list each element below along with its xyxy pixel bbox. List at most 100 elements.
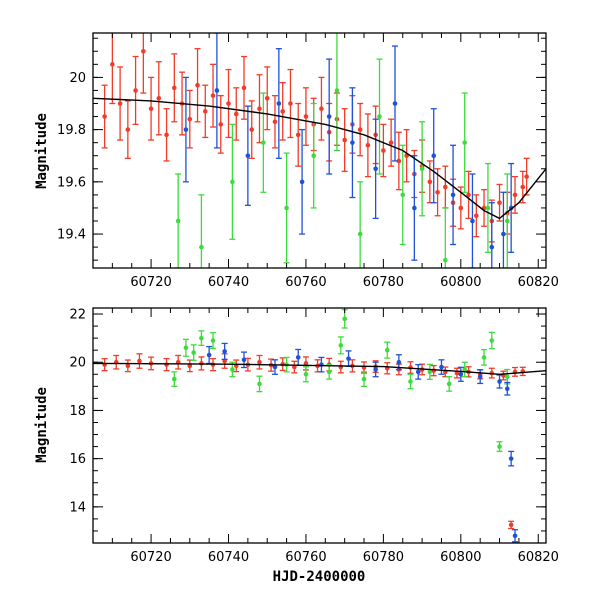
data-marker [458,371,464,377]
data-marker [199,244,204,250]
data-marker [102,114,107,119]
data-point [512,366,519,377]
data-marker [280,109,286,114]
data-point [504,173,511,268]
data-point [229,123,236,240]
data-point [430,108,437,204]
data-marker [446,381,452,387]
data-marker [230,367,235,372]
data-marker [175,218,181,224]
data-point [271,359,278,375]
data-point [434,168,441,217]
data-point [419,121,426,217]
data-point [426,160,433,204]
data-marker [284,205,289,211]
data-marker [365,142,371,148]
data-point [109,33,116,105]
data-marker [156,95,162,101]
data-point [302,366,309,383]
data-marker [373,166,378,172]
data-point [171,53,178,123]
data-point [469,173,476,268]
data-point [256,74,263,144]
data-marker [392,101,398,106]
data-point [194,48,201,123]
data-marker [257,359,262,365]
data-marker [415,369,421,375]
data-marker [233,111,239,117]
data-point [217,95,224,154]
data-marker [245,153,251,159]
data-point [198,194,205,268]
data-point [442,165,449,209]
data-marker [164,362,169,367]
data-point [210,63,217,128]
bottom-panel-frame [92,307,547,544]
data-marker [272,364,278,370]
data-marker [477,374,483,379]
data-marker [361,376,367,382]
data-point [326,58,333,175]
data-marker [512,192,518,198]
x-axis-title: HJD-2400000 [273,569,366,585]
data-point [349,87,356,199]
y-tick-label: 19.6 [57,175,86,190]
top-panel-plot: 60720 60740 60760 60780 60800 60820 19.4 19.6 19… [34,32,559,290]
y-tick-label: 20 [69,71,86,86]
data-point [488,202,495,268]
data-marker [381,148,386,153]
data-point [341,108,348,173]
data-marker [230,179,235,185]
data-marker [474,213,479,219]
data-marker [443,184,448,190]
data-marker [470,218,475,224]
data-marker [334,88,340,93]
data-marker [508,522,514,528]
data-marker [206,352,212,358]
data-point [442,207,449,268]
data-point [426,363,433,380]
data-point [256,375,263,393]
data-point [117,66,124,141]
data-point [186,359,193,373]
data-point [182,338,189,357]
data-marker [295,355,301,360]
data-marker [489,338,495,343]
data-point [101,357,108,372]
data-point [124,359,131,373]
data-point [190,344,197,361]
data-marker [187,363,193,369]
data-point [244,105,251,206]
data-point [148,76,155,141]
data-point [399,144,406,246]
x-tick-label: 60780 [363,550,404,565]
y-tick-label: 19.4 [57,228,86,243]
data-point [333,33,340,152]
data-point [357,181,364,268]
data-point [124,100,131,159]
model-line [93,97,546,220]
data-marker [299,179,305,185]
data-point [264,66,271,131]
x-tick-label: 60820 [518,275,559,290]
data-point [302,87,309,146]
data-marker [427,369,433,375]
model-line [93,362,546,376]
data-point [271,95,278,149]
data-marker [172,85,177,91]
data-marker [497,379,502,384]
data-marker [326,114,332,119]
data-marker [504,374,510,379]
data-point [504,368,511,385]
data-marker [117,101,123,106]
data-point [318,76,325,141]
data-marker [319,106,324,112]
data-point [372,118,379,220]
data-point [376,58,383,175]
data-point [279,81,286,141]
data-point [484,162,491,253]
data-point [500,191,507,268]
data-point [186,89,193,149]
data-point [357,102,364,157]
data-point [175,173,182,268]
